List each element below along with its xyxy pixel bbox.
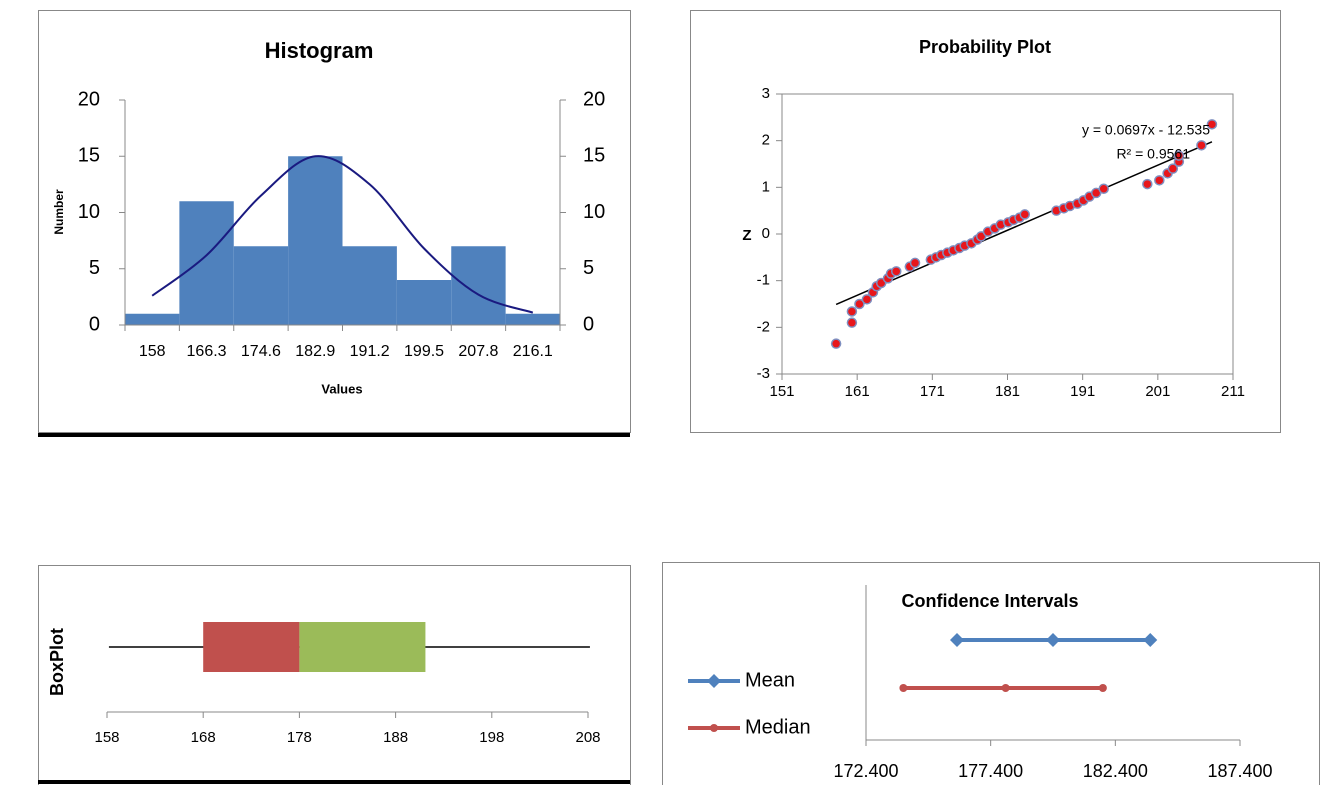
bar <box>233 246 289 325</box>
point <box>1142 178 1153 190</box>
trendline <box>835 141 1213 306</box>
y-tick-label: 0 <box>762 225 770 242</box>
y2-tick-label: 20 <box>583 88 605 110</box>
x-tick-label: 158 <box>94 729 119 746</box>
bar <box>451 246 506 325</box>
point <box>1196 140 1207 151</box>
chart-title: Histogram <box>265 38 374 63</box>
chart-title: Probability Plot <box>919 37 1051 57</box>
y-tick-label: -1 <box>757 272 770 289</box>
point <box>861 294 873 305</box>
y-tick-label: 2 <box>762 132 770 149</box>
box-lower <box>203 622 300 672</box>
panel-frame <box>38 565 631 785</box>
point <box>1167 163 1179 174</box>
point <box>846 306 858 317</box>
y2-tick-label: 10 <box>583 201 605 223</box>
x-tick-label: 191 <box>1070 383 1095 400</box>
x-tick-label: 181 <box>995 383 1020 400</box>
point <box>854 298 865 310</box>
fit-curve <box>151 155 534 314</box>
x-tick-label: 172.400 <box>833 761 898 781</box>
y-axis-title: BoxPlot <box>47 628 67 696</box>
bar <box>342 246 397 325</box>
trend-r-squared: R² = 0.9561 <box>1116 146 1190 162</box>
x-tick-label: 188 <box>383 729 408 746</box>
ci-marker <box>1098 684 1107 692</box>
legend-marker <box>710 724 718 732</box>
ci-marker <box>1143 633 1158 647</box>
bar <box>505 313 560 325</box>
point <box>891 266 902 277</box>
y2-tick-label: 5 <box>583 257 594 279</box>
y-tick-label: 3 <box>762 85 770 102</box>
x-tick-label: 187.400 <box>1207 761 1272 781</box>
y-tick-label: 20 <box>78 88 100 110</box>
y-axis-title: Number <box>52 189 66 235</box>
y-tick-label: 10 <box>78 201 100 223</box>
x-tick-label: 208 <box>575 729 600 746</box>
x-axis-title: Values <box>321 381 362 396</box>
x-tick-label: 191.2 <box>350 343 390 360</box>
x-tick-label: 198 <box>479 729 504 746</box>
ci-marker <box>1046 633 1060 647</box>
y2-tick-label: 15 <box>583 145 605 167</box>
legend-marker <box>707 674 721 688</box>
ci-marker <box>950 633 965 647</box>
bar <box>125 313 180 325</box>
point <box>830 338 842 349</box>
x-tick-label: 207.8 <box>458 343 498 360</box>
y-tick-label: 1 <box>762 178 770 195</box>
point <box>1098 183 1109 194</box>
panel-frame <box>690 10 1281 433</box>
x-tick-label: 182.400 <box>1083 761 1148 781</box>
x-tick-label: 199.5 <box>404 343 444 360</box>
y2-tick-label: 0 <box>583 313 594 335</box>
bar <box>396 280 452 325</box>
chart-title: Confidence Intervals <box>901 591 1078 611</box>
x-tick-label: 211 <box>1221 383 1245 400</box>
x-tick-label: 171 <box>920 383 945 400</box>
trend-equation: y = 0.0697x - 12.535 <box>1082 122 1210 138</box>
x-tick-label: 168 <box>191 729 216 746</box>
y-tick-label: 0 <box>89 313 100 335</box>
y-tick-label: 15 <box>78 145 100 167</box>
legend-label: Median <box>745 716 811 738</box>
ci-marker <box>899 684 908 692</box>
x-tick-label: 182.9 <box>295 343 335 360</box>
x-tick-label: 178 <box>287 729 312 746</box>
y-axis-title: Z <box>742 227 751 244</box>
point <box>846 317 858 328</box>
x-tick-label: 201 <box>1145 383 1170 400</box>
point <box>1173 150 1185 161</box>
y-tick-label: -2 <box>757 318 770 335</box>
panel-frame <box>38 10 631 433</box>
bar <box>288 156 343 325</box>
bar <box>179 201 234 325</box>
point <box>1154 175 1165 186</box>
x-tick-label: 161 <box>845 383 870 400</box>
x-tick-label: 216.1 <box>513 343 553 360</box>
x-tick-label: 174.6 <box>241 343 281 360</box>
ci-marker <box>1001 684 1010 692</box>
y-tick-label: -3 <box>757 365 770 382</box>
x-tick-label: 177.400 <box>958 761 1023 781</box>
legend-label: Mean <box>745 669 795 691</box>
point <box>1019 209 1031 220</box>
x-tick-label: 158 <box>139 343 166 360</box>
point <box>909 257 921 269</box>
x-tick-label: 151 <box>769 383 794 400</box>
point <box>1206 119 1218 130</box>
y-tick-label: 5 <box>89 257 100 279</box>
x-tick-label: 166.3 <box>187 343 227 360</box>
box-upper <box>299 622 426 672</box>
panel-frame <box>662 562 1320 785</box>
